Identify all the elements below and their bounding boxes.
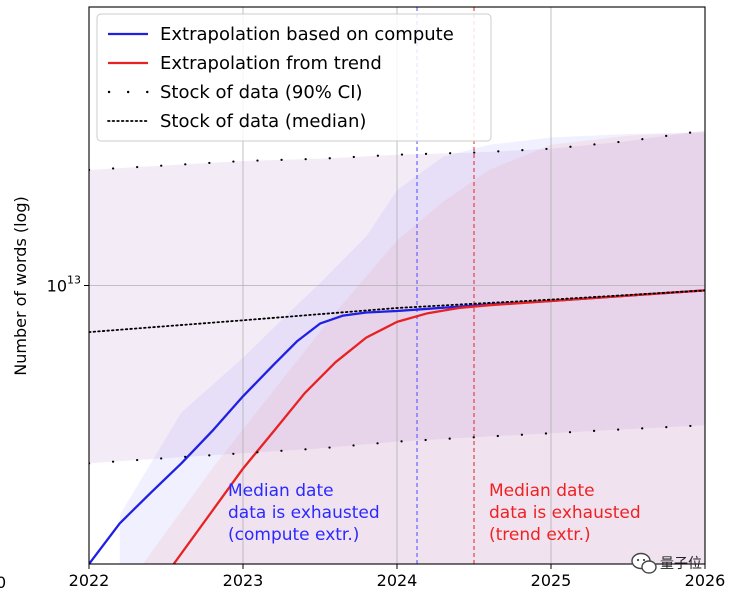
- legend-label-2: Stock of data (90% CI): [160, 82, 363, 103]
- wechat-icon: [631, 552, 657, 574]
- y-ticks: 1013: [47, 274, 89, 296]
- legend-box: [96, 13, 492, 142]
- band-0: [119, 132, 705, 564]
- x-tick-label-3: 2025: [531, 571, 572, 590]
- x-tick-label-2: 2024: [377, 571, 418, 590]
- edge-fragment: 0: [0, 573, 6, 592]
- legend-label-3: Stock of data (median): [160, 111, 366, 132]
- watermark-text: 量子位: [660, 556, 702, 572]
- legend-label-1: Extrapolation from trend: [160, 53, 382, 74]
- y-tick-label-0: 1013: [47, 274, 81, 296]
- series-lines: [89, 129, 705, 564]
- annotation-1: Median date data is exhausted (trend extr.…: [489, 481, 641, 545]
- series-1: [172, 289, 705, 564]
- annotation-0: Median date data is exhausted (compute ext…: [228, 481, 380, 545]
- band-1: [142, 132, 705, 564]
- y-axis-label: Number of words (log): [11, 196, 30, 376]
- series-2: [89, 289, 705, 334]
- x-tick-label-4: 2026: [685, 571, 726, 590]
- x-tick-label-0: 2022: [69, 571, 110, 590]
- x-tick-label-1: 2023: [223, 571, 264, 590]
- x-ticks: 2022 2023 2024 2025 2026: [69, 564, 726, 590]
- legend: Extrapolation based on compute Extrapolat…: [96, 13, 492, 142]
- legend-label-0: Extrapolation based on compute: [160, 24, 454, 45]
- watermark: 量子位: [631, 552, 702, 574]
- annotations: Median date data is exhausted (compute ext…: [228, 481, 641, 545]
